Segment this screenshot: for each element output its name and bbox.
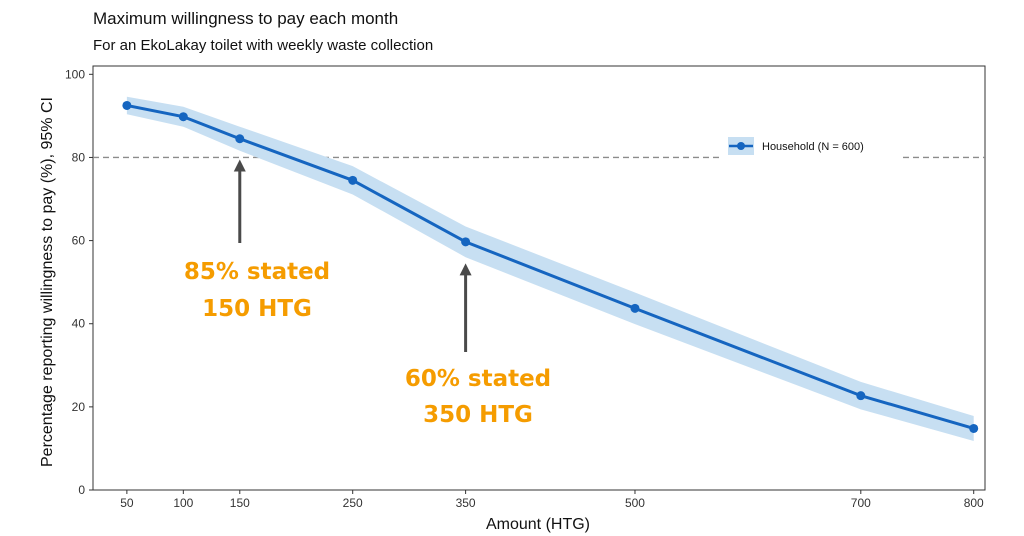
y-axis: 0 20 40 60 80 100 — [65, 67, 93, 497]
data-point — [630, 303, 640, 313]
data-point — [122, 100, 132, 110]
annotation-line1: 85% stated — [184, 259, 330, 285]
x-tick-label: 150 — [230, 496, 250, 510]
annotation-arrow-head — [233, 159, 246, 172]
y-tick-label: 0 — [78, 483, 85, 497]
x-tick-label: 700 — [851, 496, 871, 510]
series-line-layer — [126, 104, 975, 430]
chart-title: Maximum willingness to pay each month — [93, 9, 398, 28]
y-tick-label: 100 — [65, 67, 85, 81]
y-tick-label: 20 — [72, 400, 86, 414]
legend-swatch-point — [737, 142, 745, 150]
y-tick-label: 40 — [72, 317, 86, 331]
series-line — [126, 104, 975, 430]
data-point — [856, 391, 866, 401]
y-tick-label: 80 — [72, 150, 86, 164]
annotations: 85% stated 150 HTG 60% stated 350 HTG — [184, 159, 551, 428]
x-tick-label: 100 — [173, 496, 193, 510]
data-point — [235, 134, 245, 144]
x-tick-label: 50 — [120, 496, 134, 510]
data-point — [178, 112, 188, 122]
data-point — [348, 175, 358, 185]
legend: Household (N = 600) — [722, 133, 900, 159]
plot-panel — [92, 65, 986, 491]
annotation-line1: 60% stated — [405, 366, 551, 392]
annotation-line2: 350 HTG — [423, 402, 533, 428]
x-tick-label: 350 — [456, 496, 476, 510]
chart-subtitle: For an EkoLakay toilet with weekly waste… — [93, 37, 433, 54]
x-axis-title: Amount (HTG) — [486, 516, 590, 533]
y-tick-label: 60 — [72, 234, 86, 248]
y-axis-title: Percentage reporting willingness to pay … — [39, 97, 56, 467]
confidence-band — [126, 96, 974, 441]
series-points-layer — [122, 100, 979, 433]
x-tick-label: 800 — [964, 496, 984, 510]
x-tick-label: 500 — [625, 496, 645, 510]
annotation-arrow-head — [459, 263, 472, 276]
legend-label: Household (N = 600) — [762, 141, 864, 153]
annotation-line2: 150 HTG — [202, 296, 312, 322]
confidence-band-layer — [126, 96, 974, 441]
data-point — [461, 237, 471, 247]
data-point — [969, 423, 979, 433]
x-tick-label: 250 — [343, 496, 363, 510]
x-axis: 50 100 150 250 350 500 700 800 — [120, 490, 984, 510]
